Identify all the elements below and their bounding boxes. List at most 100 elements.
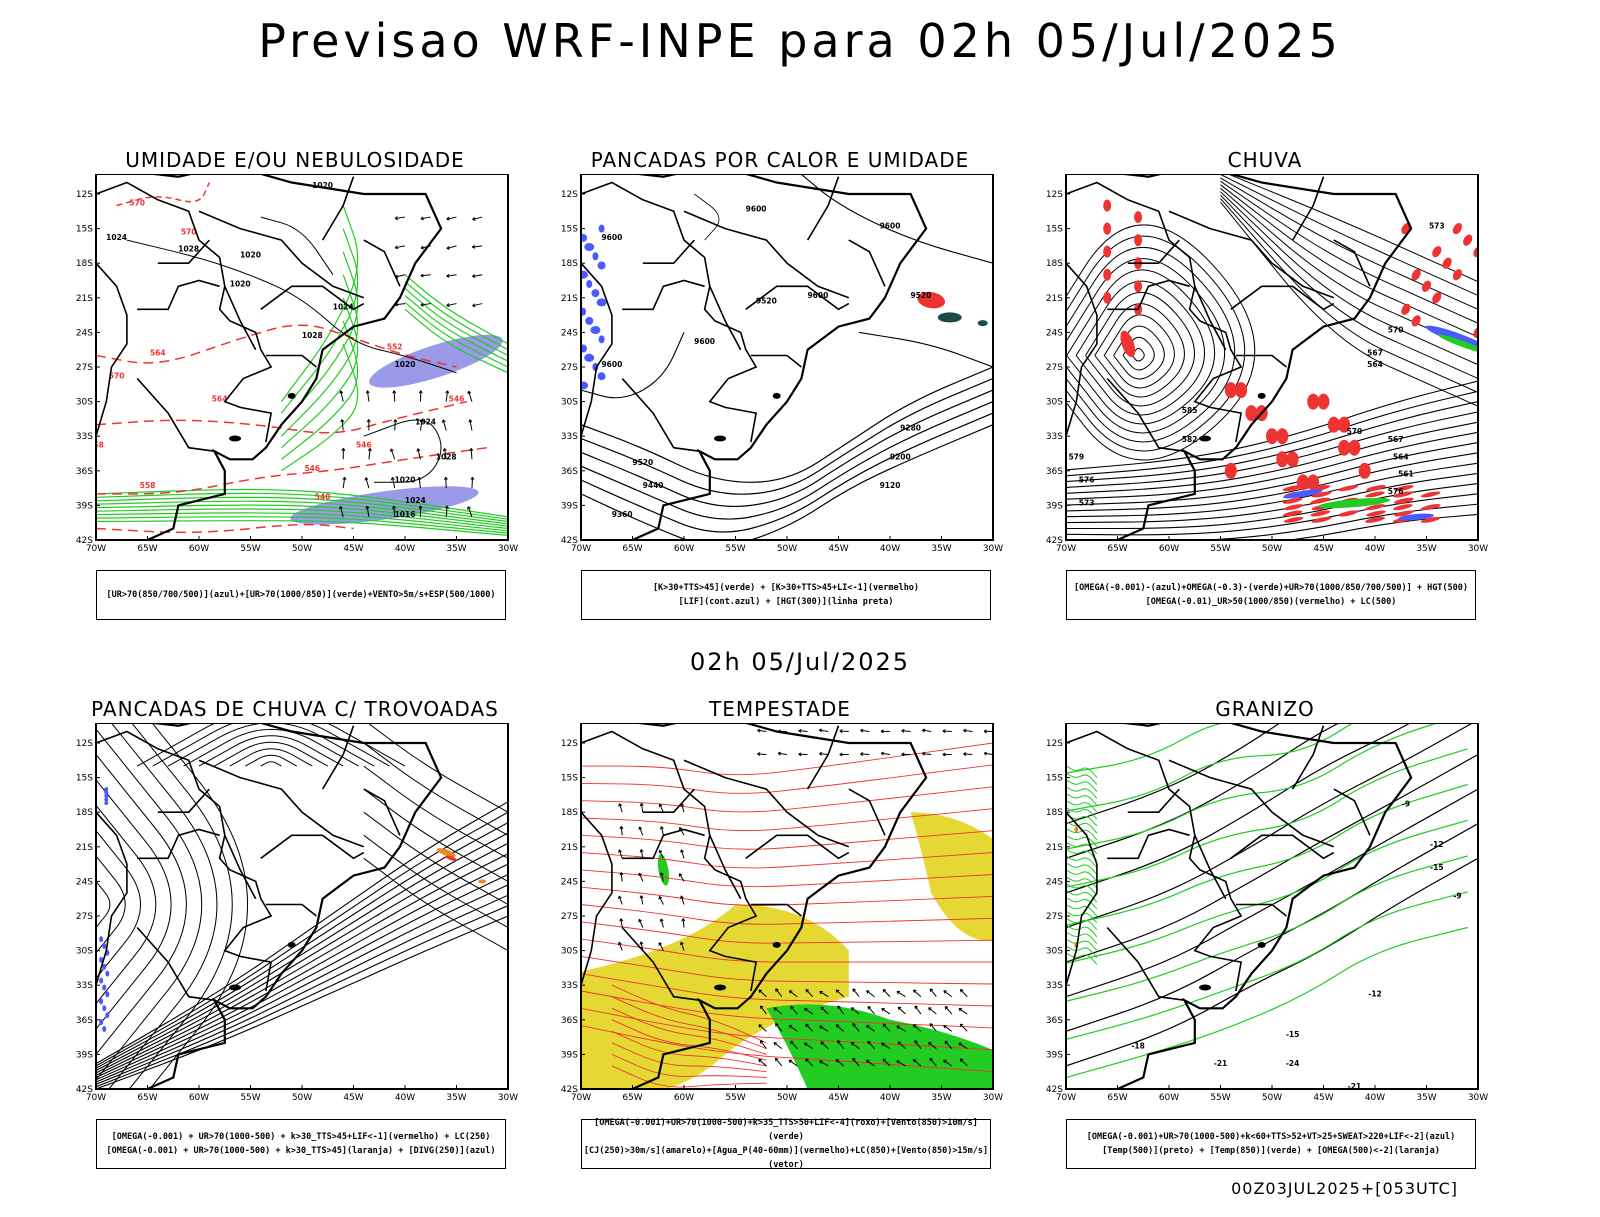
divergence-blue-area [102,943,106,949]
lat-tick-label: 24S [76,877,93,887]
divergence-blue-area [99,978,103,984]
panel-title: UMIDADE E/OU NEBULOSIDADE [50,148,540,172]
map-umidade: 1020102410281020102010241028102010241028… [50,174,540,624]
lat-tick-label: 30S [561,947,578,957]
lat-tick-label: 30S [1046,398,1063,408]
contour-label: 576 [1079,475,1095,484]
lif-blue-cell [590,326,600,334]
lon-tick-label: 60W [674,1093,694,1103]
map-background [1066,723,1478,1089]
rain-red-area [1359,463,1371,479]
rain-red-area [1225,382,1237,398]
lat-tick-label: 39S [1046,501,1063,511]
lat-tick-label: 15S [561,774,578,784]
divergence-blue-area [104,798,108,802]
divergence-blue-area [104,787,108,791]
lon-tick-label: 30W [1468,1093,1488,1103]
rain-red-area [1134,234,1142,246]
lon-tick-label: 65W [1107,1093,1127,1103]
lat-tick-label: 18S [1046,808,1063,818]
lon-tick-label: 40W [1365,1093,1385,1103]
lon-tick-label: 65W [622,544,642,554]
map-granizo: -9-12-15-9-12-15-18-21-21-2412S15S18S21S… [1020,723,1510,1173]
contour-label: -15 [1286,1030,1300,1039]
lat-tick-label: 39S [76,501,93,511]
thickness-label: 546 [449,395,465,404]
lake [773,942,781,948]
panel-title: CHUVA [1020,148,1510,172]
lat-tick-label: 27S [76,363,93,373]
lon-tick-label: 55W [725,1093,745,1103]
contour-label: 9520 [632,458,653,467]
lat-tick-label: 21S [76,294,93,304]
legend-line: [LIF](cont.azul) + [HGT(300)](linha pret… [582,595,990,609]
lon-tick-label: 45W [1313,1093,1333,1103]
lat-tick-label: 27S [561,363,578,373]
lake [773,393,781,399]
lon-tick-label: 70W [571,1093,591,1103]
contour-label: 573 [1429,222,1445,231]
thickness-label: 570 [129,199,145,208]
divergence-blue-area [105,1012,109,1018]
thickness-label: 558 [140,481,156,490]
contour-label: -18 [1131,1042,1145,1051]
contour-label: 1028 [302,331,323,340]
lat-tick-label: 12S [76,739,93,749]
divergence-blue-area [104,791,108,795]
lat-tick-label: 33S [1046,432,1063,442]
lat-tick-label: 15S [1046,225,1063,235]
contour-label: 1020 [395,360,416,369]
legend-line: [K>30+TTS>45](verde) + [K>30+TTS>45+LI<-… [582,581,990,595]
rain-red-area [1225,463,1237,479]
lon-tick-label: 45W [828,1093,848,1103]
rain-red-area [1348,440,1360,456]
lat-tick-label: 12S [561,739,578,749]
thickness-label: 546 [304,464,320,473]
contour-label: -15 [1430,863,1444,872]
map-background [1066,174,1478,540]
map-chuva: 5855825795765735705675645615765735705675… [1020,174,1510,624]
contour-label: 576 [1388,487,1404,496]
legend-line: [OMEGA(-0.001)-(azul)+OMEGA(-0.3)-(verde… [1067,581,1475,595]
lon-tick-label: 50W [292,544,312,554]
legend-line: [CJ(250)>30m/s](amarelo)+[Agua_P(40-60mm… [582,1144,990,1172]
lat-tick-label: 24S [561,328,578,338]
lon-tick-label: 70W [1056,1093,1076,1103]
lat-tick-label: 15S [561,225,578,235]
contour-label: 1020 [395,475,416,484]
legend-line: [UR>70(850/700/500)](azul)+[UR>70(1000/8… [97,588,505,602]
lake [229,985,241,991]
rain-red-area [1266,428,1278,444]
lake [1258,942,1266,948]
lon-tick-label: 60W [674,544,694,554]
lat-tick-label: 24S [1046,877,1063,887]
lat-tick-label: 36S [1046,1016,1063,1026]
map-pancadas-calor: 9600960096009600952095209600960095209440… [535,174,1025,624]
lat-tick-label: 21S [561,843,578,853]
panel-legend: [OMEGA(-0.001)-(azul)+OMEGA(-0.3)-(verde… [1066,570,1476,620]
lat-tick-label: 33S [561,432,578,442]
lif-blue-cell [585,317,593,325]
lon-tick-label: 35W [931,544,951,554]
rain-red-area [1276,451,1288,467]
divergence-blue-area [99,998,103,1004]
divergence-blue-area [104,794,108,798]
lon-tick-label: 65W [137,544,157,554]
panel-title: PANCADAS POR CALOR E UMIDADE [535,148,1025,172]
contour-label: 564 [1367,360,1383,369]
lat-tick-label: 33S [76,981,93,991]
lon-tick-label: 35W [446,544,466,554]
lat-tick-label: 18S [76,259,93,269]
map-background [96,723,508,1089]
contour-label: 9600 [601,233,622,242]
lon-tick-label: 65W [1107,544,1127,554]
divergence-blue-area [104,801,108,805]
lif-blue-cell [584,243,594,251]
lon-tick-label: 55W [725,544,745,554]
lif-blue-cell [598,262,606,270]
rain-red-area [1287,451,1299,467]
